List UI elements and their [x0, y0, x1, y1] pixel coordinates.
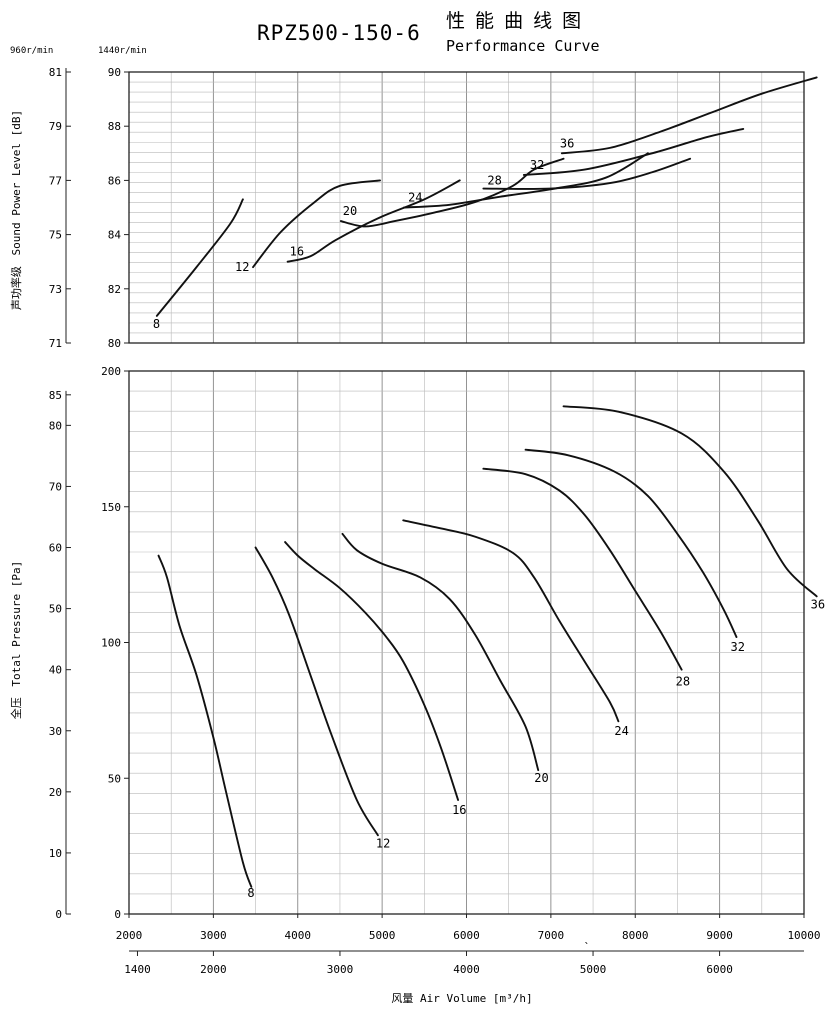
stray-mark: ˎ: [583, 931, 590, 944]
x-tick-label: 6000: [453, 929, 480, 942]
chart-subtitle: Performance Curve: [446, 37, 600, 55]
x-tick-label: 4000: [285, 929, 312, 942]
pressure-tick-label-960: 85: [49, 389, 62, 402]
sound-curve-32: [522, 127, 745, 176]
x-axis-title: 风量 Air Volume [m³/h]: [391, 992, 532, 1005]
lower-x-axis: 1400200030004000500060007000: [124, 950, 804, 976]
pressure-tick-label-1440: 150: [101, 501, 121, 514]
sound-tick-label-1440: 82: [108, 283, 121, 296]
pressure-curve-label-36: 36: [811, 597, 825, 611]
sound-curve-label-36: 36: [560, 136, 574, 150]
sound-panel: 80 82 84 86 88 90 71 73 75 77 79 81 8 12 16 20 24 28 32 36: [49, 66, 818, 350]
pressure-curve-label-20: 20: [534, 771, 548, 785]
lower-x-tick-label: 5000: [580, 963, 607, 976]
pressure-tick-label-960: 50: [49, 603, 62, 616]
pressure-curve-20: [341, 532, 540, 772]
pressure-tick-label-1440: 50: [108, 772, 121, 785]
pressure-curve-label-28: 28: [676, 675, 690, 689]
pressure-curve-36: [562, 405, 818, 598]
pressure-curve-24: [402, 519, 620, 723]
sound-curve-label-24: 24: [408, 191, 422, 205]
svg-text:全压 Total Pressure [Pa]: 全压 Total Pressure [Pa]: [9, 561, 23, 719]
sound-curve-8: [155, 198, 244, 317]
pressure-tick-label-960: 70: [49, 480, 62, 493]
sound-curve-label-16: 16: [290, 245, 304, 259]
pressure-axis-title: 全压 Total Pressure [Pa]: [9, 561, 23, 719]
pressure-tick-label-960: 0: [55, 908, 62, 921]
x-tick-label: 9000: [706, 929, 733, 942]
pressure-tick-label-1440: 100: [101, 637, 121, 650]
sound-curve-36: [560, 76, 818, 155]
sound-tick-label-1440: 90: [108, 66, 121, 79]
pressure-curve-16: [284, 541, 460, 801]
pressure-panel: 0501001502000102030405060708085812162024…: [49, 365, 825, 942]
pressure-tick-label-960: 60: [49, 542, 62, 555]
svg-text:声功率级 Sound Power Level [: 声功率级 Sound Power Level [dB]: [9, 110, 23, 310]
pressure-axis-title-en: Total Pressure [Pa]: [10, 561, 23, 687]
sound-tick-label-1440: 88: [108, 120, 121, 133]
x-tick-label: 3000: [200, 929, 227, 942]
x-tick-label: 5000: [369, 929, 396, 942]
pressure-tick-label-960: 40: [49, 664, 62, 677]
sound-curve-label-32: 32: [530, 158, 544, 172]
x-tick-label: 10000: [787, 929, 820, 942]
sound-tick-label-960: 77: [49, 174, 62, 187]
pressure-tick-label-960: 20: [49, 786, 62, 799]
sound-curve-label-8: 8: [153, 317, 160, 331]
sound-curve-label-20: 20: [343, 204, 357, 218]
pressure-curve-label-8: 8: [247, 886, 254, 900]
sound-tick-label-960: 81: [49, 66, 62, 79]
pressure-curve-12: [254, 546, 379, 837]
pressure-tick-label-1440: 0: [114, 908, 121, 921]
sound-curve-20: [339, 157, 565, 228]
pressure-curve-28: [482, 467, 683, 671]
lower-x-tick-label: 2000: [200, 963, 227, 976]
pressure-curve-8: [157, 554, 253, 888]
sound-axis-title: 声功率级 Sound Power Level [dB]: [9, 110, 23, 310]
pressure-curve-label-24: 24: [614, 724, 628, 738]
pressure-tick-label-960: 10: [49, 847, 62, 860]
sound-tick-label-960: 79: [49, 120, 62, 133]
sound-axis-title-en: Sound Power Level [dB]: [10, 110, 23, 256]
sound-axis-title-cn: 声功率级: [9, 266, 23, 310]
x-tick-label: 2000: [116, 929, 143, 942]
pressure-curve-label-16: 16: [452, 803, 466, 817]
x-tick-label: 8000: [622, 929, 649, 942]
lower-x-tick-label: 6000: [706, 963, 733, 976]
sound-curve-16: [286, 179, 461, 263]
pressure-tick-label-960: 30: [49, 725, 62, 738]
pressure-tick-label-960: 80: [49, 419, 62, 432]
pressure-axis-title-cn: 全压: [9, 697, 23, 719]
speed-label-960: 960r/min: [10, 46, 53, 56]
chart-title-cn: 性 能 曲 线 图: [446, 10, 583, 32]
sound-curve-label-12: 12: [235, 260, 249, 274]
sound-tick-label-1440: 80: [108, 337, 121, 350]
sound-frame: [128, 71, 805, 344]
sound-tick-label-960: 73: [49, 283, 62, 296]
sound-tick-label-960: 75: [49, 229, 62, 242]
sound-curve-12: [252, 179, 381, 269]
sound-tick-label-1440: 86: [108, 174, 121, 187]
sound-tick-label-960: 71: [49, 337, 62, 350]
pressure-curve-label-12: 12: [376, 836, 390, 850]
lower-x-tick-label: 1400: [124, 963, 151, 976]
lower-x-tick-label: 4000: [453, 963, 480, 976]
pressure-tick-label-1440: 200: [101, 365, 121, 378]
pressure-curve-32: [524, 448, 738, 639]
speed-label-1440: 1440r/min: [98, 46, 147, 56]
sound-curve-28: [482, 157, 692, 190]
sound-curve-label-28: 28: [487, 174, 501, 188]
lower-x-tick-label: 3000: [327, 963, 354, 976]
chart-title: RPZ500-150-6: [257, 21, 421, 45]
pressure-curve-label-32: 32: [731, 640, 745, 654]
sound-tick-label-1440: 84: [108, 229, 122, 242]
x-tick-label: 7000: [538, 929, 565, 942]
sound-curve-24: [403, 152, 649, 209]
